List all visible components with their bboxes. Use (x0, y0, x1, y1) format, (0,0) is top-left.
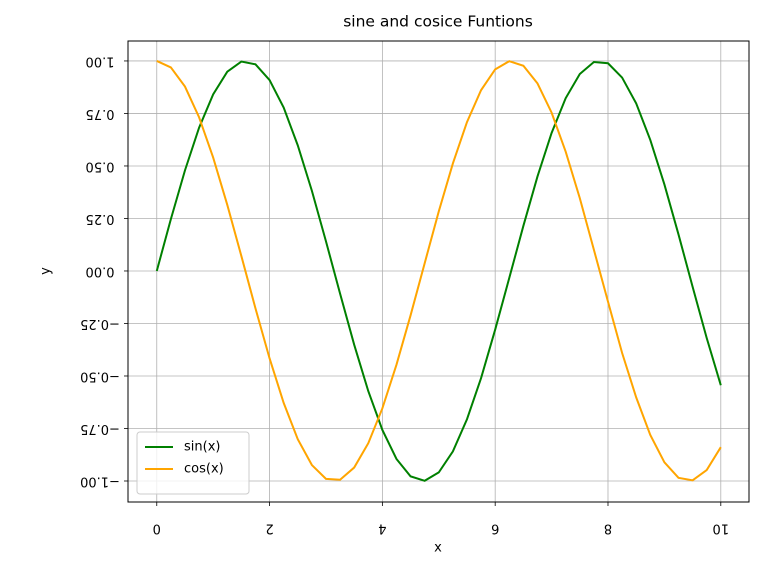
y-tick-label: 0.75 (86, 106, 115, 121)
x-tick-label: 0 (153, 521, 161, 536)
x-tick-label: 10 (713, 521, 730, 536)
y-tick-label: 0.00 (86, 263, 115, 278)
x-tick-label: 8 (604, 521, 612, 536)
y-tick-label: −0.75 (80, 421, 120, 436)
y-tick-label: −1.00 (80, 473, 120, 488)
x-tick-label: 6 (491, 521, 499, 536)
y-tick-label: 0.50 (86, 158, 115, 173)
line-series (156, 60, 722, 482)
y-tick-label: −0.50 (80, 368, 120, 383)
x-axis-label: x (434, 541, 442, 556)
x-tick-label: 4 (378, 521, 386, 536)
line-series (155, 60, 722, 482)
x-tick-label: 2 (265, 521, 273, 536)
legend: sin(x) cos(x) (136, 431, 250, 495)
legend-label: sin(x) (184, 440, 220, 455)
chart-title: sine and cosice Funtions (343, 13, 533, 31)
legend-label: cos(x) (184, 462, 224, 477)
plot-frame (127, 40, 750, 503)
y-tick-label: 0.25 (86, 211, 115, 226)
y-tick-label: 1.00 (86, 53, 115, 68)
y-axis-label: y (39, 267, 54, 275)
y-tick-label: −0.25 (80, 316, 120, 331)
